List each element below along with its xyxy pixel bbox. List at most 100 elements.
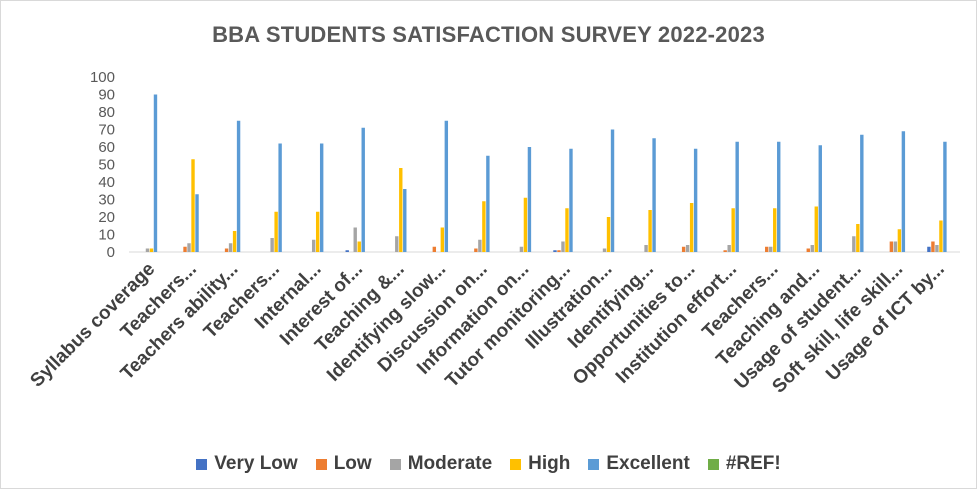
bar-high (939, 220, 943, 252)
bar-excellent (153, 94, 158, 252)
bar-high (399, 168, 403, 252)
y-tick-label: 40 (98, 174, 115, 191)
bar-moderate (311, 239, 316, 252)
bar-moderate (893, 241, 898, 252)
legend-item: #REF! (707, 453, 781, 475)
y-tick-label: 30 (98, 192, 115, 209)
bar-high (149, 248, 154, 252)
bar-high (440, 227, 445, 252)
bar-high (523, 197, 528, 252)
bar-excellent (818, 145, 822, 252)
bar-high (814, 206, 818, 252)
y-tick-label: 50 (98, 157, 115, 174)
legend-swatch (707, 458, 719, 470)
bar-low (931, 241, 935, 252)
bar-low (765, 246, 769, 252)
bar-high (191, 159, 195, 252)
bar-excellent (361, 127, 365, 252)
bar-excellent (527, 147, 532, 252)
bar-low (806, 248, 810, 252)
legend-item: Low (315, 453, 372, 475)
bar-moderate (727, 245, 731, 252)
bar-excellent (610, 129, 615, 252)
legend-item: Excellent (588, 453, 690, 475)
bar-high (565, 208, 569, 252)
bar-high (648, 210, 652, 252)
bar-moderate (602, 248, 607, 252)
bars-layer (145, 94, 947, 252)
y-tick-label: 80 (98, 104, 115, 121)
bar-excellent (278, 143, 282, 252)
bar-very-low (345, 250, 349, 252)
bar-high (689, 203, 694, 252)
bar-high (856, 224, 860, 252)
bar-excellent (860, 134, 864, 252)
bar-moderate (270, 238, 274, 252)
legend-label: High (528, 453, 571, 474)
bar-moderate (187, 243, 191, 252)
bar-moderate (769, 246, 773, 252)
bar-excellent (444, 120, 449, 252)
bar-moderate (852, 236, 856, 252)
y-tick-label: 100 (90, 69, 115, 86)
bar-low (889, 241, 894, 252)
y-tick-label: 20 (98, 209, 115, 226)
bar-high (315, 211, 320, 252)
bar-moderate (644, 245, 648, 252)
legend-swatch (196, 458, 208, 470)
y-tick-label: 10 (98, 227, 115, 244)
bar-excellent (236, 120, 241, 252)
bar-excellent (486, 155, 490, 252)
bar-very-low (927, 246, 931, 252)
bar-low (681, 246, 686, 252)
bar-high (773, 208, 777, 252)
bar-excellent (943, 141, 947, 252)
bar-low (432, 246, 437, 252)
legend-swatch (588, 458, 600, 470)
legend-swatch (510, 458, 522, 470)
bar-excellent (319, 143, 324, 252)
bar-high (482, 201, 486, 252)
bar-high (897, 229, 902, 252)
bar-moderate (395, 236, 399, 252)
bar-low (474, 248, 478, 252)
bar-high (606, 217, 611, 252)
bar-low (557, 250, 561, 252)
legend-label: #REF! (725, 453, 781, 474)
bar-excellent (403, 189, 407, 252)
bar-moderate (353, 227, 357, 252)
bar-excellent (777, 141, 781, 252)
legend-item: Moderate (389, 453, 493, 475)
y-tick-label: 70 (98, 122, 115, 139)
bar-high (232, 231, 237, 252)
legend-item: High (510, 453, 570, 475)
bar-low (183, 246, 187, 252)
legend-swatch (315, 458, 327, 470)
legend-swatch (389, 458, 401, 470)
bar-high (731, 208, 735, 252)
bar-moderate (561, 241, 565, 252)
bar-excellent (195, 194, 199, 252)
bar-moderate (810, 245, 814, 252)
y-tick-label: 60 (98, 139, 115, 156)
bar-excellent (569, 148, 573, 252)
y-tick-label: 90 (98, 87, 115, 104)
legend-label: Excellent (606, 453, 690, 474)
bar-low (224, 248, 229, 252)
chart-title: BBA STUDENTS SATISFACTION SURVEY 2022-20… (212, 22, 765, 47)
legend: Very Low Low Moderate High Excellent #REF! (0, 453, 977, 475)
y-tick-label: 0 (107, 244, 115, 261)
bar-moderate (145, 248, 150, 252)
bar-excellent (735, 141, 739, 252)
bar-excellent (652, 138, 656, 252)
bar-high (357, 241, 361, 252)
legend-label: Moderate (407, 453, 493, 474)
bar-moderate (228, 243, 233, 252)
bar-excellent (693, 148, 698, 252)
bar-moderate (519, 246, 524, 252)
legend-label: Very Low (214, 453, 298, 474)
bar-low (723, 250, 727, 252)
